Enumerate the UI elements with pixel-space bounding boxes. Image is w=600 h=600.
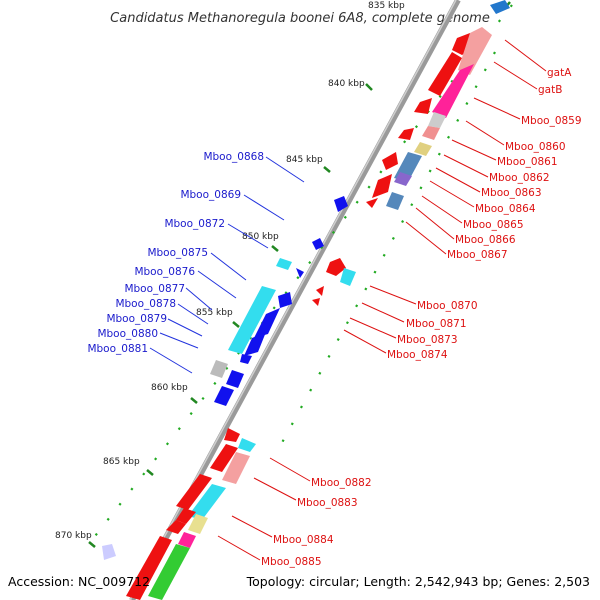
accession-text: Accession: NC_009712	[8, 574, 150, 589]
gene-label[interactable]: Mboo_0879	[106, 313, 167, 325]
gene-feature[interactable]	[422, 126, 440, 140]
gene-label[interactable]: Mboo_0864	[475, 203, 536, 215]
kbp-label: 835 kbp	[368, 1, 405, 11]
gene-labels-left: Mboo_0868 Mboo_0869 Mboo_0872 Mboo_0875 …	[87, 151, 264, 355]
gene-label[interactable]: Mboo_0865	[463, 219, 524, 231]
gene-feature[interactable]	[166, 520, 186, 534]
gene-feature[interactable]	[394, 172, 412, 186]
gene-label[interactable]: Mboo_0871	[406, 318, 467, 330]
kbp-label: 860 kbp	[151, 383, 188, 393]
gene-feature[interactable]	[372, 174, 392, 198]
gene-label[interactable]: Mboo_0885	[261, 556, 322, 568]
gene-label[interactable]: Mboo_0861	[497, 156, 558, 168]
gene-label[interactable]: Mboo_0874	[387, 349, 448, 361]
gene-feature[interactable]	[210, 444, 238, 472]
gene-feature[interactable]	[238, 438, 256, 452]
gene-feature[interactable]	[386, 192, 404, 210]
gene-label[interactable]: Mboo_0868	[203, 151, 264, 163]
gene-feature[interactable]	[428, 52, 462, 96]
gene-feature[interactable]	[432, 64, 474, 118]
gene-labels-right: gatA gatB Mboo_0859 Mboo_0860 Mboo_0861 …	[261, 67, 582, 568]
gene-label[interactable]: Mboo_0884	[273, 534, 334, 546]
gene-label[interactable]: Mboo_0881	[87, 343, 148, 355]
gene-label[interactable]: Mboo_0880	[97, 328, 158, 340]
gene-feature[interactable]	[414, 98, 432, 114]
gene-feature[interactable]	[254, 308, 280, 338]
gene-label[interactable]: Mboo_0859	[521, 115, 582, 127]
gene-feature[interactable]	[334, 196, 348, 212]
gene-feature[interactable]	[490, 0, 510, 14]
gene-feature[interactable]	[244, 332, 266, 356]
gene-label[interactable]: Mboo_0867	[447, 249, 508, 261]
gene-label[interactable]: gatB	[538, 84, 562, 96]
gene-feature-faint	[102, 544, 116, 560]
genome-backbone	[129, 0, 461, 600]
gene-feature[interactable]	[398, 128, 414, 140]
gene-feature[interactable]	[178, 532, 196, 548]
gene-feature[interactable]	[382, 152, 398, 170]
gene-feature[interactable]	[188, 484, 226, 520]
gene-label[interactable]: Mboo_0872	[164, 218, 225, 230]
gene-features-upper-right	[366, 0, 510, 210]
gene-feature[interactable]	[214, 386, 234, 406]
gene-feature[interactable]	[312, 238, 324, 250]
gene-label[interactable]: Mboo_0866	[455, 234, 516, 246]
kbp-label: 855 kbp	[196, 308, 233, 318]
label-connectors-right	[217, 39, 547, 561]
gene-label[interactable]: Mboo_0863	[481, 187, 542, 199]
gene-label[interactable]: Mboo_0883	[297, 497, 358, 509]
gene-feature[interactable]	[326, 258, 346, 276]
gene-feature[interactable]	[222, 452, 250, 484]
gene-feature[interactable]	[278, 292, 292, 308]
gene-feature[interactable]	[126, 536, 172, 600]
gene-feature[interactable]	[176, 474, 212, 510]
kbp-label: 840 kbp	[328, 79, 365, 89]
kbp-label: 865 kbp	[103, 457, 140, 467]
gene-label[interactable]: Mboo_0882	[311, 477, 372, 489]
gene-label[interactable]: Mboo_0869	[180, 189, 241, 201]
ruler-labels: 835 kbp 840 kbp 845 kbp 850 kbp 855 kbp …	[55, 1, 405, 541]
gene-features-left	[210, 196, 348, 406]
map-title: Candidatus Methanoregula boonei 6A8, com…	[110, 11, 490, 26]
gene-feature[interactable]	[366, 198, 378, 208]
kbp-label: 845 kbp	[286, 155, 323, 165]
gene-features-lower-right	[126, 428, 256, 600]
gene-feature[interactable]	[148, 544, 190, 600]
gene-label[interactable]: Mboo_0862	[489, 172, 550, 184]
gene-label[interactable]: Mboo_0877	[124, 283, 185, 295]
gene-feature[interactable]	[210, 360, 228, 378]
gene-features-middle-right	[312, 258, 356, 306]
gene-feature[interactable]	[316, 286, 324, 296]
gene-feature[interactable]	[226, 370, 244, 388]
gene-feature[interactable]	[296, 268, 304, 278]
gene-label[interactable]: Mboo_0870	[417, 300, 478, 312]
gene-feature[interactable]	[414, 142, 432, 156]
gene-feature[interactable]	[276, 258, 292, 270]
gene-feature[interactable]	[188, 514, 208, 534]
gene-feature[interactable]	[240, 354, 252, 364]
gene-feature[interactable]	[224, 428, 240, 442]
kbp-label: 870 kbp	[55, 531, 92, 541]
topology-text: Topology: circular; Length: 2,542,943 bp…	[246, 574, 590, 589]
gene-label[interactable]: gatA	[547, 67, 572, 79]
gene-label[interactable]: Mboo_0860	[505, 141, 566, 153]
gene-label[interactable]: Mboo_0873	[397, 334, 458, 346]
gene-feature[interactable]	[340, 268, 356, 286]
gene-label[interactable]: Mboo_0876	[134, 266, 195, 278]
gene-feature[interactable]	[428, 112, 446, 128]
kbp-label: 850 kbp	[242, 232, 279, 242]
gene-feature[interactable]	[458, 27, 492, 75]
gene-feature[interactable]	[228, 286, 276, 354]
gene-label[interactable]: Mboo_0878	[115, 298, 176, 310]
gene-label[interactable]: Mboo_0875	[147, 247, 208, 259]
gene-feature[interactable]	[312, 298, 320, 306]
gene-feature[interactable]	[176, 508, 196, 524]
label-connectors-left	[149, 156, 305, 374]
